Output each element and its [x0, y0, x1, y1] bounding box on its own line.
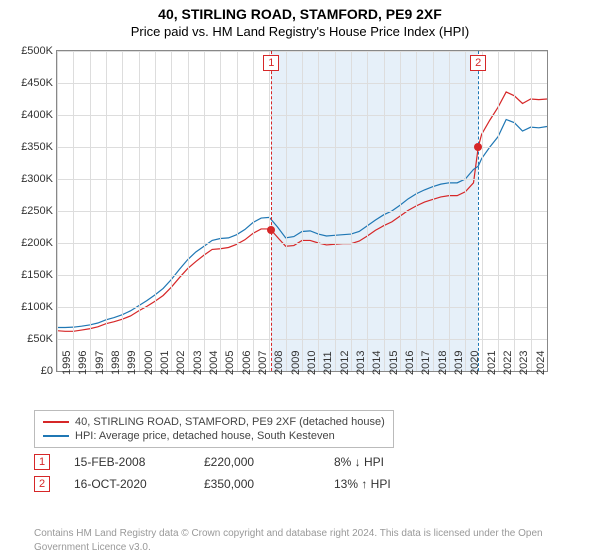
x-tick: 1995: [61, 351, 73, 375]
y-tick: £250K: [21, 205, 53, 217]
x-tick: 1999: [126, 351, 138, 375]
price-chart: £0£50K£100K£150K£200K£250K£300K£350K£400…: [56, 50, 548, 372]
marker-label: 2: [470, 55, 486, 71]
y-tick: £300K: [21, 173, 53, 185]
x-tick: 2021: [486, 351, 498, 375]
y-tick: £100K: [21, 301, 53, 313]
attribution: Contains HM Land Registry data © Crown c…: [34, 527, 580, 554]
x-tick: 2015: [388, 351, 400, 375]
x-tick: 2013: [355, 351, 367, 375]
x-tick: 2005: [224, 351, 236, 375]
y-tick: £400K: [21, 109, 53, 121]
x-tick: 1998: [110, 351, 122, 375]
x-tick: 2006: [241, 351, 253, 375]
x-tick: 2003: [192, 351, 204, 375]
y-tick: £450K: [21, 77, 53, 89]
transaction-row: 115-FEB-2008£220,0008% ↓ HPI: [34, 454, 580, 470]
x-tick: 2004: [208, 351, 220, 375]
x-tick: 2023: [518, 351, 530, 375]
x-tick: 2012: [339, 351, 351, 375]
marker-icon: 1: [34, 454, 50, 470]
marker-icon: 2: [34, 476, 50, 492]
y-tick: £50K: [27, 333, 53, 345]
legend-item: HPI: Average price, detached house, Sout…: [43, 429, 385, 443]
x-tick: 1996: [77, 351, 89, 375]
y-tick: £200K: [21, 237, 53, 249]
x-tick: 2022: [502, 351, 514, 375]
x-tick: 2014: [371, 351, 383, 375]
x-tick: 2001: [159, 351, 171, 375]
x-tick: 2007: [257, 351, 269, 375]
x-tick: 2020: [469, 351, 481, 375]
x-tick: 2017: [420, 351, 432, 375]
x-tick: 2018: [437, 351, 449, 375]
x-tick: 2010: [306, 351, 318, 375]
marker-label: 1: [263, 55, 279, 71]
legend-item: 40, STIRLING ROAD, STAMFORD, PE9 2XF (de…: [43, 415, 385, 429]
data-point: [267, 226, 275, 234]
x-tick: 2008: [273, 351, 285, 375]
x-tick: 1997: [94, 351, 106, 375]
y-tick: £0: [41, 365, 53, 377]
legend: 40, STIRLING ROAD, STAMFORD, PE9 2XF (de…: [34, 410, 394, 448]
y-tick: £350K: [21, 141, 53, 153]
x-tick: 2002: [175, 351, 187, 375]
x-tick: 2016: [404, 351, 416, 375]
data-point: [474, 143, 482, 151]
x-tick: 2024: [535, 351, 547, 375]
transaction-row: 216-OCT-2020£350,00013% ↑ HPI: [34, 476, 580, 492]
page-title: 40, STIRLING ROAD, STAMFORD, PE9 2XF: [0, 0, 600, 22]
x-tick: 2009: [290, 351, 302, 375]
page-subtitle: Price paid vs. HM Land Registry's House …: [0, 24, 600, 39]
x-tick: 2000: [143, 351, 155, 375]
x-tick: 2011: [322, 351, 334, 375]
x-tick: 2019: [453, 351, 465, 375]
y-tick: £150K: [21, 269, 53, 281]
y-tick: £500K: [21, 45, 53, 57]
